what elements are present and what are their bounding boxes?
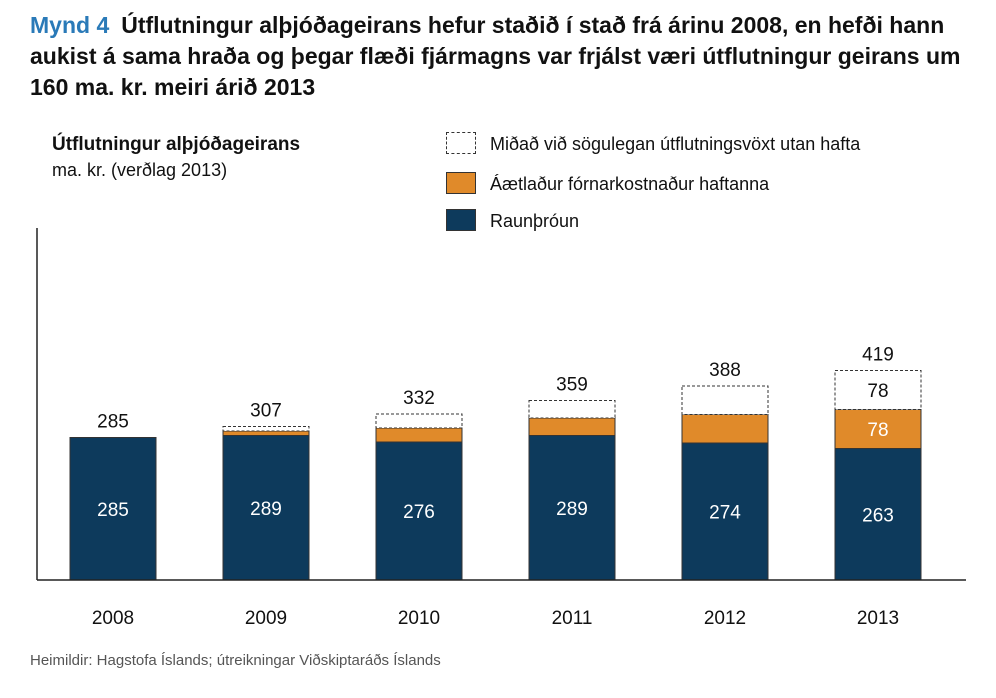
bar-actual-2011 xyxy=(528,435,616,581)
x-tick-label-2009: 2009 xyxy=(245,608,287,629)
data-label-actual-2008: 285 xyxy=(97,500,129,521)
source-note: Heimildir: Hagstofa Íslands; útreikninga… xyxy=(30,652,441,669)
legend-item-cost: Áætlaður fórnarkostnaður haftanna xyxy=(446,172,966,198)
data-label-cost-2013: 78 xyxy=(867,420,888,441)
data-label-actual-2012: 274 xyxy=(709,503,741,524)
bar-cost-2011 xyxy=(528,417,616,436)
legend-label-cost: Áætlaður fórnarkostnaður haftanna xyxy=(490,174,770,194)
bar-historical-2013 xyxy=(834,370,922,410)
data-label-actual-2011: 289 xyxy=(556,499,588,520)
bar-historical-2010 xyxy=(375,413,463,429)
data-label-historical-2013: 78 xyxy=(867,381,888,402)
x-tick-label-2008: 2008 xyxy=(92,608,134,629)
x-tick-label-2011: 2011 xyxy=(552,608,593,629)
bar-historical-2011 xyxy=(528,400,616,419)
total-label-2012: 388 xyxy=(709,360,741,381)
x-tick-label-2013: 2013 xyxy=(857,608,899,629)
data-label-actual-2009: 289 xyxy=(250,499,282,520)
legend-swatch-actual xyxy=(446,209,476,231)
x-tick-label-2010: 2010 xyxy=(398,608,440,629)
figure-title: Mynd 4 Útflutningur alþjóðageirans hefur … xyxy=(30,10,970,103)
legend-item-historical: Miðað við sögulegan útflutningsvöxt utan… xyxy=(446,132,966,158)
total-label-2011: 359 xyxy=(556,375,588,396)
bar-actual-2008 xyxy=(69,437,157,581)
bar-cost-2009 xyxy=(222,430,310,436)
bar-historical-2012 xyxy=(681,385,769,415)
bar-historical-2009 xyxy=(222,426,310,432)
bar-actual-2013 xyxy=(834,448,922,581)
data-label-actual-2013: 263 xyxy=(862,505,894,526)
bar-actual-2010 xyxy=(375,441,463,581)
x-tick-label-2012: 2012 xyxy=(704,608,746,629)
total-label-2008: 285 xyxy=(97,412,129,433)
total-label-2009: 307 xyxy=(250,401,282,422)
chart-title: Útflutningur alþjóðageirans xyxy=(52,134,301,155)
legend-swatch-historical xyxy=(446,132,476,154)
total-label-2010: 332 xyxy=(403,388,435,409)
total-label-2013: 419 xyxy=(862,345,894,366)
legend-label-actual: Raunþróun xyxy=(490,211,580,231)
figure-label: Mynd 4 xyxy=(30,12,110,38)
figure-title-text: Útflutningur alþjóðageirans hefur staðið… xyxy=(30,12,961,100)
data-label-actual-2010: 276 xyxy=(403,502,435,523)
bar-cost-2010 xyxy=(375,427,463,443)
legend-label-historical: Miðað við sögulegan útflutningsvöxt utan… xyxy=(490,134,861,154)
y-axis-unit: ma. kr. (verðlag 2013) xyxy=(52,160,228,180)
bar-cost-2012 xyxy=(681,414,769,444)
bar-cost-2013 xyxy=(834,409,922,449)
legend-item-actual: Raunþróun xyxy=(446,209,966,235)
legend-swatch-cost xyxy=(446,172,476,194)
